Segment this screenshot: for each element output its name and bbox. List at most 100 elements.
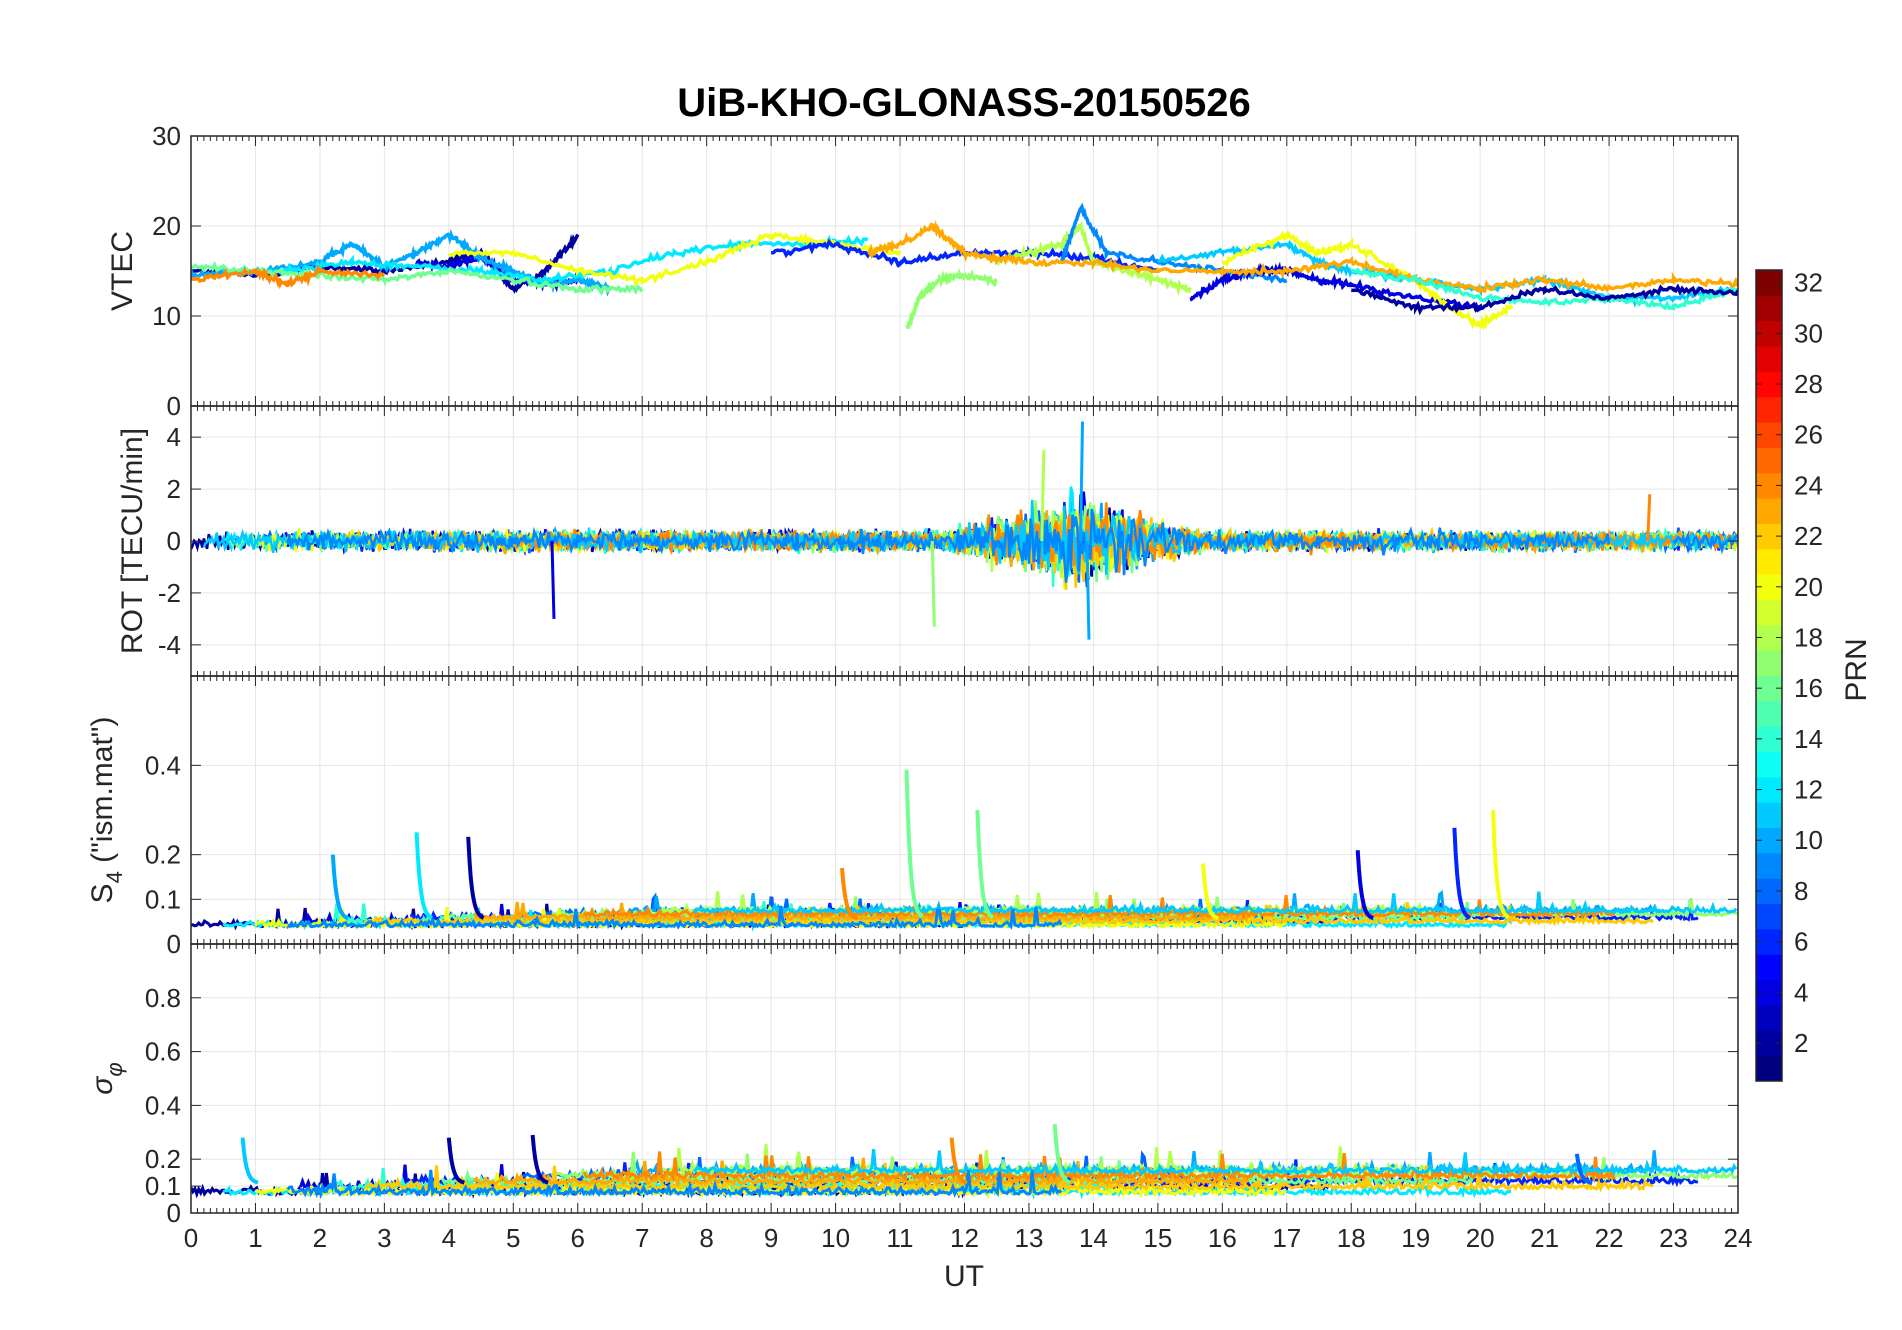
colorbar-segment <box>1756 903 1782 930</box>
y-axis-label-tail: ("ism.mat") <box>86 717 119 872</box>
sigma-peak-prn-2 <box>446 1137 465 1185</box>
panel-vtec: 0 10 20 30 VTEC <box>106 121 1739 421</box>
s4-peak-prn-20 <box>1201 863 1220 921</box>
sigma-peak-prn-2 <box>530 1134 549 1185</box>
x-tick-label: 5 <box>506 1223 520 1253</box>
colorbar-segment <box>1756 346 1782 372</box>
x-tick-label: 18 <box>1337 1223 1366 1253</box>
x-tick-label: 23 <box>1659 1223 1688 1253</box>
s4-peak-prn-2 <box>466 836 485 920</box>
vtec-line-prn-2 <box>1351 283 1738 316</box>
y-tick-label: 0.1 <box>145 1171 181 1201</box>
sigma-line-prn-20 <box>254 1171 1287 1200</box>
x-tick-label: 4 <box>442 1223 456 1253</box>
vtec-line-prn-23 <box>867 219 1738 293</box>
y-tick-label: -4 <box>158 630 181 660</box>
colorbar-segment <box>1756 954 1782 981</box>
series-rot <box>191 421 1738 640</box>
colorbar-tick-label: 12 <box>1794 775 1823 805</box>
colorbar-tick-label: 26 <box>1794 420 1823 450</box>
colorbar-tick-label: 32 <box>1794 268 1823 298</box>
x-tick-label: 14 <box>1079 1223 1108 1253</box>
y-axis-label-main: σ <box>86 1075 119 1095</box>
colorbar-tick-label: 28 <box>1794 369 1823 399</box>
colorbar-tick-label: 22 <box>1794 521 1823 551</box>
colorbar-tick-label: 8 <box>1794 876 1808 906</box>
x-tick-label: 12 <box>950 1223 979 1253</box>
colorbar-segment <box>1756 498 1782 524</box>
y-tick-label: 10 <box>152 301 181 331</box>
y-tick-label: 0.6 <box>145 1037 181 1067</box>
x-tick-label: 7 <box>635 1223 649 1253</box>
y-tick-label: 0.2 <box>145 840 181 870</box>
rot-spike-prn-17 <box>930 540 936 627</box>
colorbar-segment <box>1756 650 1782 676</box>
rot-line-prn-9 <box>286 508 1611 583</box>
vtec-line-prn-20 <box>1221 230 1514 331</box>
y-axis-label-s4: S4 ("ism.mat") <box>86 717 127 904</box>
y-tick-label: 0.4 <box>145 750 181 780</box>
s4-line-prn-11 <box>693 891 1738 916</box>
s4-peak-prn-16 <box>904 769 924 919</box>
y-tick-label: 0 <box>167 929 181 959</box>
y-tick-label: 0 <box>167 391 181 421</box>
s4-line-prn-24 <box>583 894 1616 921</box>
x-tick-label: 13 <box>1014 1223 1043 1253</box>
grid-rot <box>190 406 1739 676</box>
rot-spike-prn-10 <box>1085 540 1091 640</box>
y-tick-label: 20 <box>152 211 181 241</box>
y-tick-label: -2 <box>158 578 181 608</box>
colorbar-tick-label: 2 <box>1794 1028 1808 1058</box>
s4-peak-prn-16 <box>975 809 994 920</box>
colorbar-segment <box>1756 1055 1782 1082</box>
colorbar-tick-label: 18 <box>1794 622 1823 652</box>
colorbar-segment <box>1756 599 1782 626</box>
y-tick-label: 2 <box>167 474 181 504</box>
rot-spike-prn-18 <box>1040 450 1046 542</box>
x-tick-label: 16 <box>1208 1223 1237 1253</box>
colorbar-segment <box>1756 1004 1782 1031</box>
colorbar-segment <box>1756 548 1782 575</box>
x-tick-label: 20 <box>1466 1223 1495 1253</box>
s4-line-prn-23 <box>473 901 1250 925</box>
x-tick-label: 10 <box>821 1223 850 1253</box>
colorbar-segment <box>1756 447 1782 474</box>
colorbar-segment <box>1756 751 1782 778</box>
series-s4 <box>191 769 1738 932</box>
colorbar-tick-label: 24 <box>1794 470 1823 500</box>
s4-peak-prn-10 <box>330 854 349 921</box>
x-tick-label: 17 <box>1272 1223 1301 1253</box>
y-tick-label: 0.2 <box>145 1144 181 1174</box>
y-axis-label-vtec: VTEC <box>106 231 139 311</box>
sigma-peak-prn-11 <box>240 1137 259 1185</box>
sigma-line-prn-9 <box>286 1169 1063 1200</box>
x-axis-label: UT <box>944 1260 984 1293</box>
s4-line-prn-9 <box>286 905 1063 930</box>
s4-peak-prn-24 <box>840 867 859 921</box>
colorbar-label: PRN <box>1840 638 1873 701</box>
colorbar-frame <box>1755 269 1783 1082</box>
colorbar-tick-label: 20 <box>1794 572 1823 602</box>
vtec-line-prn-4 <box>1189 261 1482 313</box>
vtec-line-prn-14 <box>1351 267 1738 311</box>
series-sigma <box>191 1124 1738 1200</box>
vtec-line-prn-17 <box>905 268 998 330</box>
y-tick-label: 4 <box>167 422 181 452</box>
chart-title: UiB-KHO-GLONASS-20150526 <box>677 81 1251 125</box>
panel-rot: -4 -2 0 2 4 ROT [TECU/min] <box>116 405 1739 677</box>
y-tick-label: 0.8 <box>145 983 181 1013</box>
colorbar-tick-label: 16 <box>1794 673 1823 703</box>
rot-spike-prn-24 <box>1646 494 1652 542</box>
s4-peak-prn-20 <box>1491 809 1510 920</box>
sigma-line-prn-23 <box>473 1157 1250 1189</box>
x-tick-label: 3 <box>377 1223 391 1253</box>
x-tick-label: 0 <box>184 1223 198 1253</box>
y-axis-label-sub: 4 <box>102 871 127 883</box>
y-axis-label-rot: ROT [TECU/min] <box>116 428 149 654</box>
y-tick-label: 0 <box>167 1198 181 1228</box>
y-tick-label: 30 <box>152 121 181 151</box>
colorbar-segment <box>1756 852 1782 879</box>
y-axis-label-sigma: σφ <box>86 1062 127 1094</box>
